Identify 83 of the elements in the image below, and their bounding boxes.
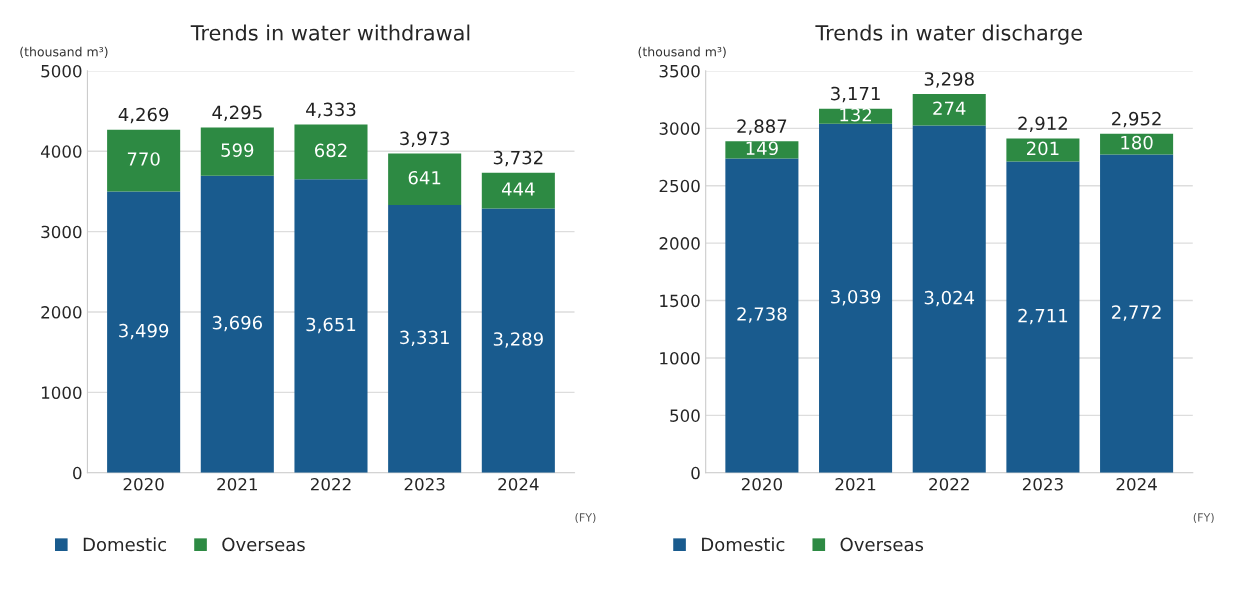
data-label: 132 (840, 107, 871, 122)
total-label: 3,973 (400, 131, 450, 148)
x-tick-label: 2020 (741, 477, 782, 491)
x-axis-title: (FY) (1193, 513, 1214, 523)
data-label: 274 (933, 101, 966, 115)
y-tick-label: 0 (691, 466, 700, 480)
bar (294, 124, 368, 180)
y-tick-label: 5000 (41, 64, 82, 78)
y-tick-label: 2500 (659, 179, 700, 193)
data-label: 599 (221, 143, 254, 157)
data-label: 3,696 (212, 315, 263, 332)
bar (107, 129, 181, 192)
x-tick-label: 2023 (1022, 477, 1063, 491)
bar (912, 125, 986, 473)
data-label: 2,738 (737, 307, 787, 323)
y-tick-label: 1000 (660, 351, 700, 365)
bar (1006, 161, 1080, 473)
bar (200, 175, 274, 473)
x-tick-label: 2021 (217, 477, 257, 491)
total-label: 3,171 (831, 86, 880, 103)
bar (725, 158, 799, 473)
chart-title: Trends in water discharge (815, 24, 1082, 45)
x-tick-label: 2020 (123, 477, 164, 491)
y-tick-label: 2000 (41, 306, 82, 319)
bar (107, 191, 181, 473)
data-label: 149 (746, 141, 778, 156)
y-tick-label: 1000 (41, 386, 82, 399)
data-label: 3,289 (493, 332, 543, 348)
x-tick-label: 2021 (835, 477, 876, 491)
data-label: 641 (408, 170, 441, 185)
y-tick-label: 4000 (40, 145, 82, 158)
bar (1006, 138, 1080, 162)
x-tick-label: 2024 (498, 477, 539, 491)
bar (200, 127, 274, 176)
y-tick-label: 3500 (659, 64, 700, 78)
bar (1100, 133, 1174, 155)
legend-label: Overseas (840, 537, 924, 552)
legend-label: Domestic (702, 537, 785, 552)
bar (388, 153, 462, 206)
data-label: 3,024 (924, 290, 975, 307)
data-label: 444 (501, 182, 535, 196)
x-tick-label: 2022 (311, 477, 351, 491)
total-label: 2,912 (1018, 116, 1067, 132)
legend-label: Overseas (222, 537, 305, 552)
bar (481, 172, 555, 209)
bar (481, 208, 555, 473)
data-label: 3,331 (400, 330, 449, 347)
bar (819, 123, 893, 473)
data-label: 2,772 (1112, 305, 1161, 321)
total-label: 4,269 (118, 107, 169, 124)
y-tick-label: 3000 (41, 225, 82, 239)
data-label: 3,039 (831, 289, 881, 306)
x-tick-label: 2022 (929, 477, 969, 491)
data-label: 201 (1027, 141, 1059, 156)
total-label: 3,732 (493, 150, 543, 167)
y-tick-label: 3000 (659, 122, 700, 135)
bar (294, 179, 368, 473)
data-label: 682 (315, 143, 347, 158)
bar (912, 94, 986, 126)
chart-title: Trends in water withdrawal (190, 24, 470, 41)
data-label: 3,499 (119, 323, 169, 340)
y-tick-label: 1500 (660, 294, 700, 308)
total-label: 4,295 (212, 105, 262, 122)
data-label: 3,651 (306, 317, 356, 334)
y-tick-label: 2000 (659, 237, 700, 250)
data-label: 180 (1121, 135, 1153, 150)
legend-label: Domestic (83, 537, 167, 552)
x-tick-label: 2023 (404, 477, 445, 491)
y-tick-label: 500 (670, 409, 700, 422)
y-axis-title: (thousand m³) (638, 46, 726, 58)
bar (388, 205, 462, 473)
x-axis-title: (FY) (575, 513, 596, 523)
bar (819, 108, 893, 124)
x-tick-label: 2024 (1116, 477, 1157, 491)
y-tick-label: 0 (73, 466, 82, 480)
data-label: 770 (127, 152, 160, 166)
y-axis-title: (thousand m³) (20, 46, 108, 58)
total-label: 2,952 (1112, 111, 1161, 128)
total-label: 2,887 (737, 119, 787, 135)
total-label: 4,333 (306, 102, 356, 119)
total-label: 3,298 (924, 72, 974, 88)
bar (1100, 154, 1174, 473)
data-label: 2,711 (1018, 308, 1068, 325)
